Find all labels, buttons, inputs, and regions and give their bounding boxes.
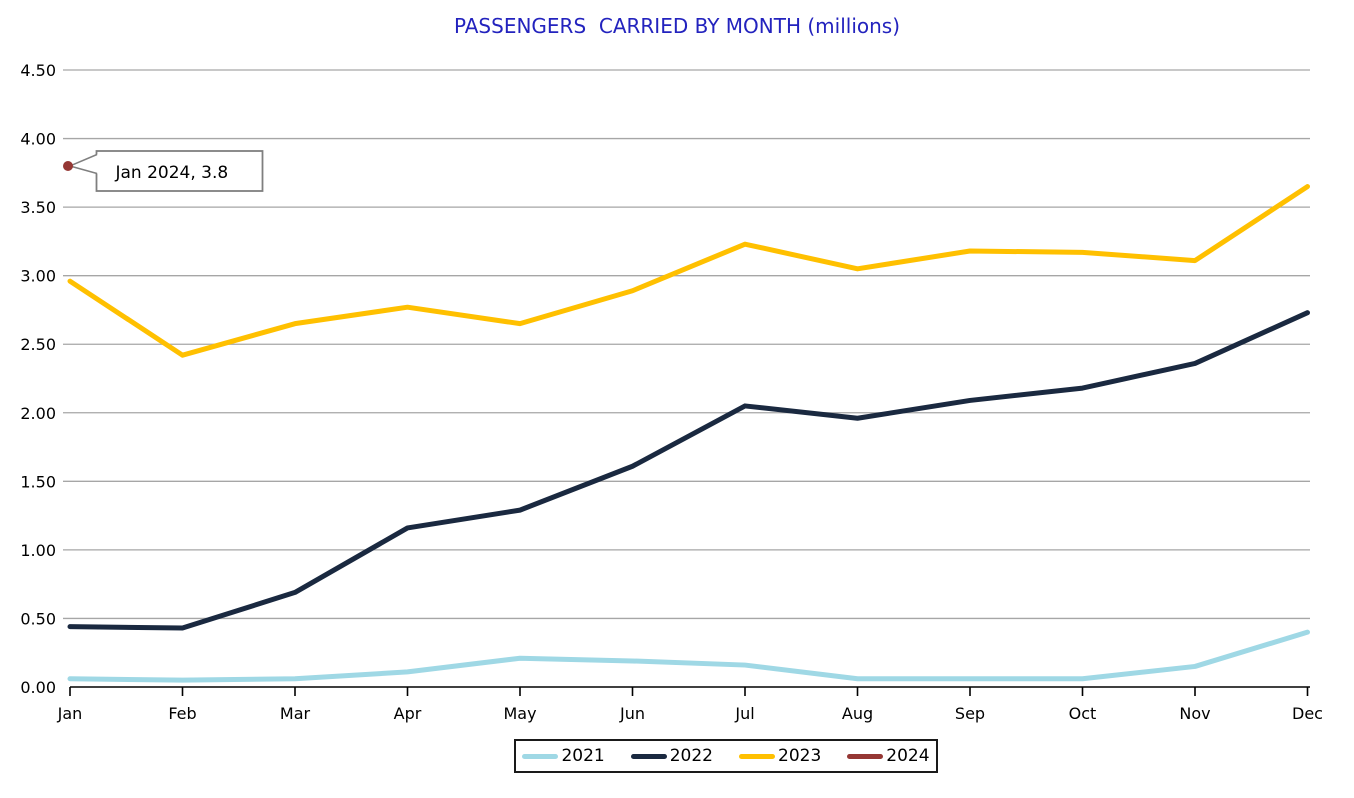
y-axis-tick-label: 2.00: [20, 404, 56, 423]
legend-label: 2022: [669, 746, 713, 766]
legend-label: 2024: [886, 746, 930, 766]
x-axis-tick-label: Sep: [955, 704, 985, 723]
x-axis-tick-label: Dec: [1292, 704, 1323, 723]
annotation-text: Jan 2024, 3.8: [115, 163, 229, 183]
series-line-2023[interactable]: [67, 184, 1310, 358]
legend-item-2021[interactable]: 2021: [522, 746, 605, 766]
x-axis-tick-label: May: [503, 704, 536, 723]
annotation-notch: [95, 154, 99, 174]
x-axis-tick-label: Apr: [394, 704, 422, 723]
legend-swatch-2023: [739, 753, 775, 759]
annotation-callout-box[interactable]: [95, 150, 264, 192]
y-axis-tick-label: 1.00: [20, 541, 56, 560]
y-axis-tick-label: 3.00: [20, 267, 56, 286]
legend-label: 2023: [778, 746, 822, 766]
y-axis-tick-label: 0.00: [20, 678, 56, 697]
legend[interactable]: 2021 2022 2023 2024: [514, 739, 938, 773]
legend-item-2022[interactable]: 2022: [630, 746, 713, 766]
data-point-2024[interactable]: [63, 160, 73, 171]
x-axis-tick-label: Jul: [734, 704, 754, 723]
y-axis-tick-label: 3.50: [20, 198, 56, 217]
series-line-2022[interactable]: [67, 310, 1310, 631]
x-axis-tick-label: Mar: [280, 704, 311, 723]
legend-swatch-2022: [630, 753, 667, 759]
annotation-leader-line: [69, 153, 98, 167]
x-axis-tick-label: Nov: [1179, 704, 1210, 723]
annotation-leader-line: [69, 165, 98, 175]
legend-swatch-2021: [522, 753, 559, 759]
legend-item-2023[interactable]: 2023: [739, 746, 821, 766]
legend-label: 2021: [561, 746, 605, 766]
legend-item-2024[interactable]: 2024: [847, 746, 930, 766]
x-axis-tick-label: Jun: [619, 704, 645, 723]
series-line-2021[interactable]: [67, 629, 1310, 683]
y-axis-tick-label: 0.50: [20, 609, 56, 628]
x-axis-tick-label: Jan: [57, 704, 83, 723]
y-axis-tick-label: 4.50: [20, 61, 56, 80]
legend-swatch-2024: [847, 753, 884, 759]
x-axis-tick-label: Oct: [1069, 704, 1097, 723]
x-axis-tick-label: Feb: [168, 704, 196, 723]
y-axis-tick-label: 1.50: [20, 472, 56, 491]
y-axis-tick-label: 2.50: [20, 335, 56, 354]
y-axis-tick-label: 4.00: [20, 130, 56, 149]
chart-title[interactable]: PASSENGERS CARRIED BY MONTH (millions): [453, 14, 901, 38]
x-axis-tick-label: Aug: [842, 704, 873, 723]
